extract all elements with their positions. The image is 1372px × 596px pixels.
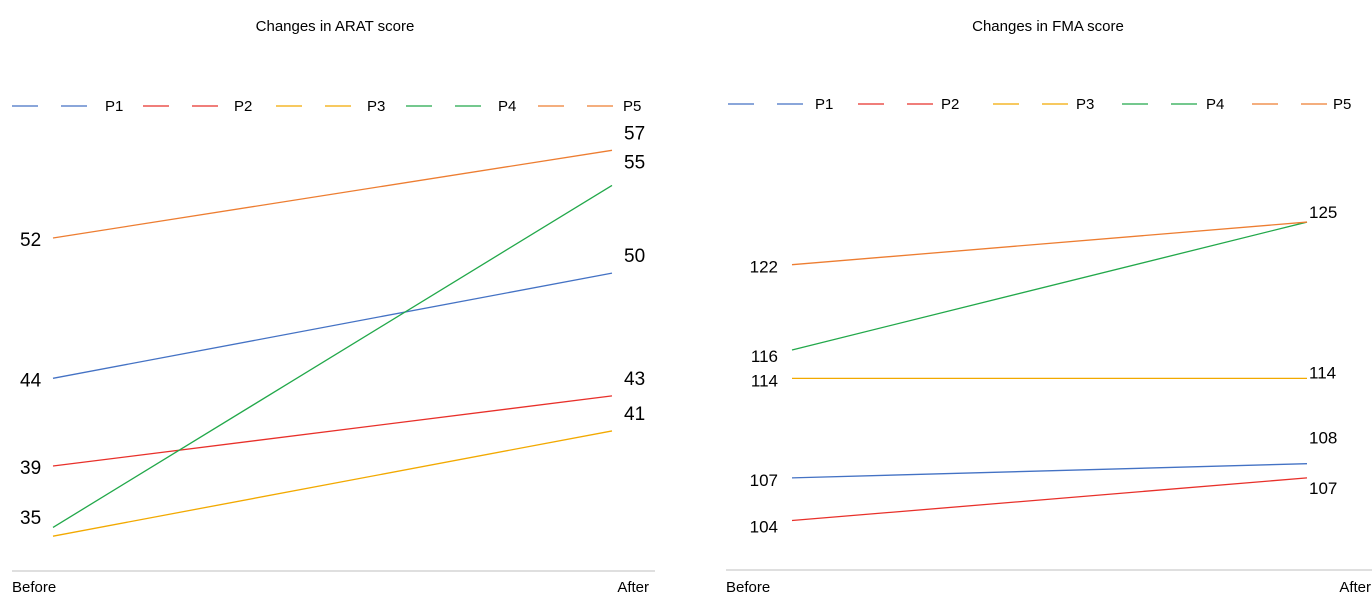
fma-before-label: 114 (751, 371, 778, 390)
fma-before-label: 107 (750, 471, 778, 490)
fma-data-labels: 122 116 114 107 104 125 114 108 107 (750, 203, 1338, 536)
arat-data-labels: 52 44 39 35 57 55 50 43 41 (20, 123, 645, 529)
fma-legend-p4-label: P4 (1206, 96, 1224, 113)
fma-series-p4-line (791, 221, 1308, 351)
arat-series-group (52, 149, 613, 537)
arat-chart: Changes in ARAT score P1 P2 P3 P4 P5 Bef… (12, 18, 655, 596)
arat-before-label: 39 (20, 458, 41, 479)
arat-after-label: 43 (624, 369, 645, 390)
arat-x-tick-after: After (617, 579, 649, 596)
arat-series-p4-line (52, 184, 613, 528)
arat-after-label: 55 (624, 152, 645, 173)
arat-legend-p3-label: P3 (367, 98, 385, 115)
fma-series-p1-line (791, 463, 1308, 479)
arat-before-label: 44 (20, 370, 42, 391)
fma-chart: Changes in FMA score P1 P2 P3 P4 P5 Befo… (726, 18, 1372, 596)
fma-series-p5-line (791, 221, 1308, 266)
arat-legend: P1 P2 P3 P4 P5 (12, 98, 641, 115)
fma-x-tick-before: Before (726, 579, 770, 596)
arat-series-p2-line (52, 395, 613, 467)
fma-x-tick-after: After (1339, 579, 1371, 596)
fma-legend: P1 P2 P3 P4 P5 (728, 96, 1351, 113)
arat-legend-p5-label: P5 (623, 98, 641, 115)
fma-after-label: 108 (1309, 429, 1337, 448)
fma-after-label: 107 (1309, 479, 1337, 498)
fma-series-group (791, 221, 1308, 522)
fma-legend-p3-label: P3 (1076, 96, 1094, 113)
arat-legend-p1-label: P1 (105, 98, 123, 115)
arat-x-tick-before: Before (12, 579, 56, 596)
arat-before-label: 35 (20, 508, 41, 529)
fma-before-label: 122 (750, 258, 778, 277)
arat-after-label: 50 (624, 246, 645, 267)
arat-title: Changes in ARAT score (256, 18, 415, 35)
arat-series-p1-line (52, 272, 613, 379)
arat-series-p3-line (52, 430, 613, 537)
fma-legend-p2-label: P2 (941, 96, 959, 113)
fma-title: Changes in FMA score (972, 18, 1124, 35)
fma-after-label: 125 (1309, 203, 1337, 222)
fma-legend-p5-label: P5 (1333, 96, 1351, 113)
fma-before-label: 104 (750, 518, 778, 537)
fma-after-label: 114 (1309, 363, 1336, 382)
arat-after-label: 41 (624, 404, 645, 425)
arat-after-label: 57 (624, 123, 645, 144)
fma-legend-p1-label: P1 (815, 96, 833, 113)
arat-legend-p2-label: P2 (234, 98, 252, 115)
arat-legend-p4-label: P4 (498, 98, 516, 115)
fma-series-p2-line (791, 477, 1308, 522)
arat-before-label: 52 (20, 230, 41, 251)
arat-series-p5-line (52, 149, 613, 239)
fma-before-label: 116 (751, 347, 778, 366)
